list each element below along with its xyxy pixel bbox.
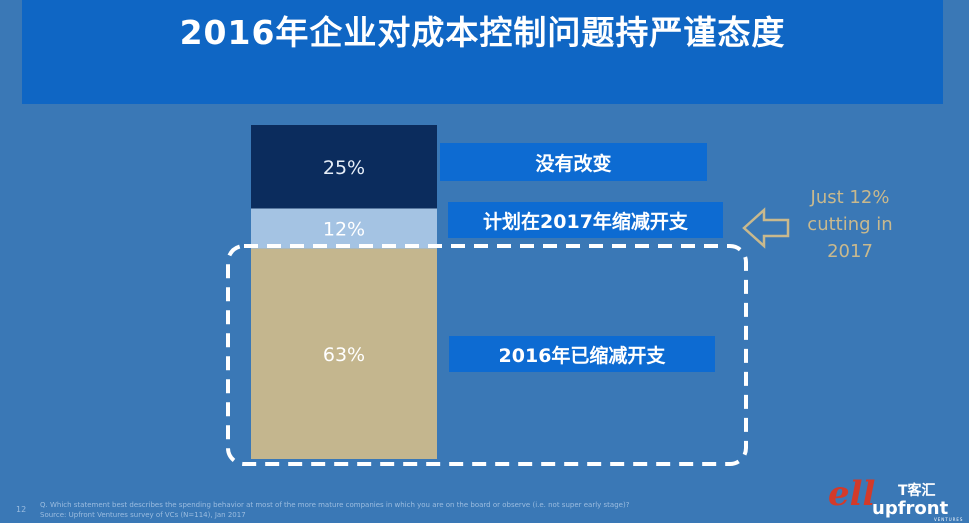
logo-brand: upfront xyxy=(872,498,949,519)
legend-label-cut-2016: 2016年已缩减开支 xyxy=(449,336,715,372)
highlight-dashed-box xyxy=(226,244,748,466)
logo-sub: VENTURES xyxy=(934,517,964,522)
callout-line-1: Just 12% xyxy=(810,187,890,208)
bar-value-label-2: 63% xyxy=(323,344,365,366)
callout-line-2: cutting in xyxy=(807,214,893,235)
callout-text: Just 12% cutting in 2017 xyxy=(800,184,900,265)
footnote-question: Q. Which statement best describes the sp… xyxy=(40,501,630,509)
logo-cn-text: T客汇 xyxy=(898,483,936,499)
bar-segment-2 xyxy=(251,248,437,459)
callout-line-3: 2017 xyxy=(827,241,873,262)
bar-segment-0 xyxy=(251,125,437,209)
page-number: 12 xyxy=(16,505,27,514)
bar-value-label-0: 25% xyxy=(323,157,365,179)
slide-title: 2016年企业对成本控制问题持严谨态度 xyxy=(179,13,786,52)
legend-label-no-change: 没有改变 xyxy=(440,143,707,181)
title-bar: 2016年企业对成本控制问题持严谨态度 xyxy=(22,0,943,104)
logo-script: ell xyxy=(828,474,876,514)
legend-label-plan-2017: 计划在2017年缩减开支 xyxy=(448,202,723,238)
bar-segment-1 xyxy=(251,208,437,249)
footnote-source: Source: Upfront Ventures survey of VCs (… xyxy=(40,511,246,519)
bar-value-label-1: 12% xyxy=(323,219,365,241)
logo: ell T客汇 upfront VENTURES xyxy=(828,474,966,522)
left-arrow-icon xyxy=(742,207,790,249)
